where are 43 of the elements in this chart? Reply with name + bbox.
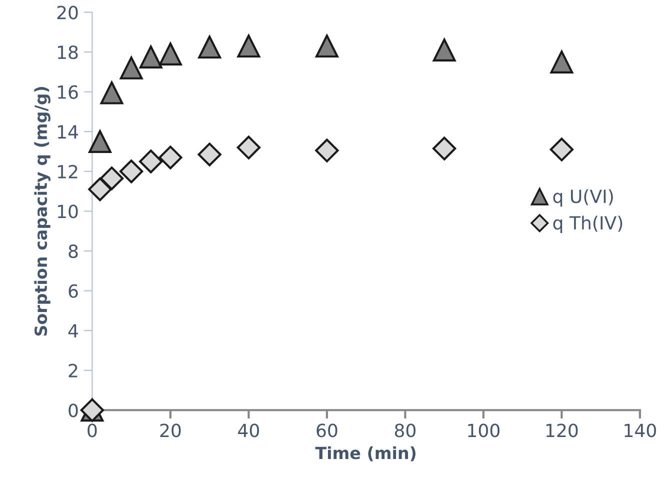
point	[237, 34, 260, 58]
point	[315, 34, 338, 58]
point	[88, 130, 112, 154]
y-tick-label: 16	[58, 85, 78, 99]
y-tick-label: 10	[58, 204, 78, 218]
y-axis-title: Sorption capacity q (mg/g)	[34, 87, 50, 336]
y-tick-label: 0	[68, 404, 78, 418]
x-tick-label: 40	[238, 424, 259, 438]
x-tick-label: 0	[88, 424, 97, 438]
x-tick-label: 20	[160, 424, 181, 438]
x-tick-label: 100	[468, 424, 500, 438]
x-tick-label: 60	[316, 424, 338, 438]
y-tick-label: 18	[58, 45, 78, 60]
legend-label: q Th(IV)	[553, 216, 622, 234]
x-axis-title: Time (min)	[315, 446, 416, 462]
point	[139, 150, 163, 174]
point	[158, 146, 182, 170]
point	[139, 46, 162, 68]
point	[100, 166, 124, 190]
point	[120, 56, 143, 80]
x-tick-label: 120	[546, 424, 578, 438]
point	[550, 138, 574, 162]
y-tick-label: 2	[68, 364, 78, 378]
y-tick-label: 4	[68, 324, 78, 338]
point	[158, 42, 182, 66]
y-tick-label: 20	[57, 6, 78, 20]
point	[236, 136, 261, 160]
point	[88, 177, 112, 202]
point	[315, 138, 339, 162]
point	[432, 38, 456, 62]
y-tick-label: 6	[68, 284, 78, 298]
y-tick-label: 12	[58, 164, 78, 178]
x-tick-label: 140	[624, 424, 656, 438]
point	[198, 36, 222, 59]
y-tick-label: 14	[58, 125, 78, 138]
point	[432, 136, 456, 160]
point	[119, 160, 144, 184]
point	[550, 50, 574, 74]
point	[198, 142, 222, 166]
point	[100, 81, 124, 104]
legend-label: q U(VI)	[553, 189, 613, 207]
x-tick-label: 80	[394, 424, 416, 438]
y-tick-label: 8	[68, 244, 78, 258]
